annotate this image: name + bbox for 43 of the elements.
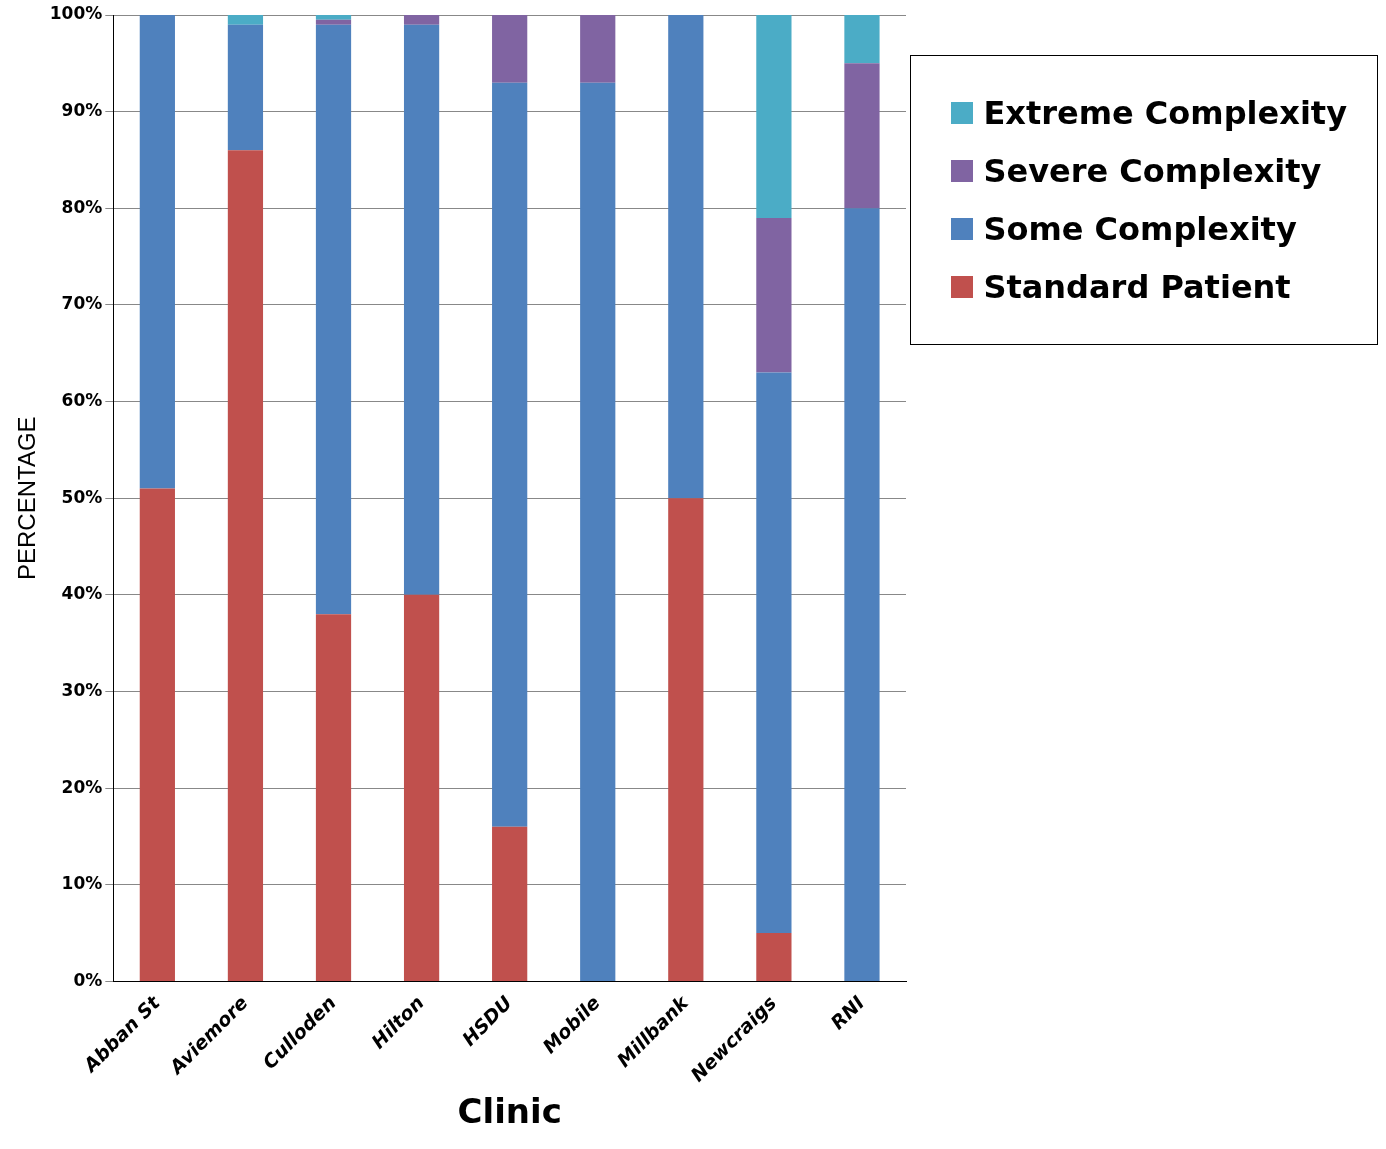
bar xyxy=(315,24,352,615)
y-tick-label: 50% xyxy=(61,486,103,507)
legend-label: Severe Complexity xyxy=(983,152,1322,190)
y-tick-label: 80% xyxy=(61,196,103,217)
bar xyxy=(139,15,175,489)
bar xyxy=(227,150,264,981)
bar xyxy=(492,15,528,83)
y-tick-label: 40% xyxy=(61,583,103,604)
y-tick-label: 70% xyxy=(61,293,103,314)
bar xyxy=(227,15,264,25)
bar xyxy=(844,63,880,209)
y-tick-label: 60% xyxy=(61,390,103,410)
legend-label: Extreme Complexity xyxy=(983,94,1347,132)
bar xyxy=(580,82,616,981)
bar xyxy=(668,498,704,981)
bar xyxy=(580,15,616,83)
legend-label: Standard Patient xyxy=(983,268,1291,306)
y-tick-label: 10% xyxy=(61,873,103,894)
y-tick-label: 0% xyxy=(73,969,103,990)
bar xyxy=(492,82,528,827)
bar xyxy=(139,488,175,981)
bar xyxy=(844,15,880,64)
x-axis-title: Clinic xyxy=(457,1091,562,1132)
bar xyxy=(227,24,264,151)
bar xyxy=(403,15,440,25)
y-tick-label: 30% xyxy=(61,679,103,700)
y-tick-label: 90% xyxy=(61,100,103,121)
bar xyxy=(315,15,352,20)
bar xyxy=(668,15,704,499)
y-axis-title: PERCENTAGE xyxy=(13,416,41,581)
bar xyxy=(315,19,352,25)
bar xyxy=(756,15,792,218)
bar xyxy=(403,24,440,595)
bar xyxy=(844,208,880,981)
bar xyxy=(756,217,792,373)
y-tick-label: 100% xyxy=(49,3,103,24)
y-tick-label: 20% xyxy=(61,776,103,797)
legend-label: Some Complexity xyxy=(983,210,1297,248)
bar xyxy=(403,594,440,981)
bar xyxy=(315,614,352,981)
bar xyxy=(756,372,792,934)
bar xyxy=(492,826,528,981)
bar xyxy=(756,933,792,981)
